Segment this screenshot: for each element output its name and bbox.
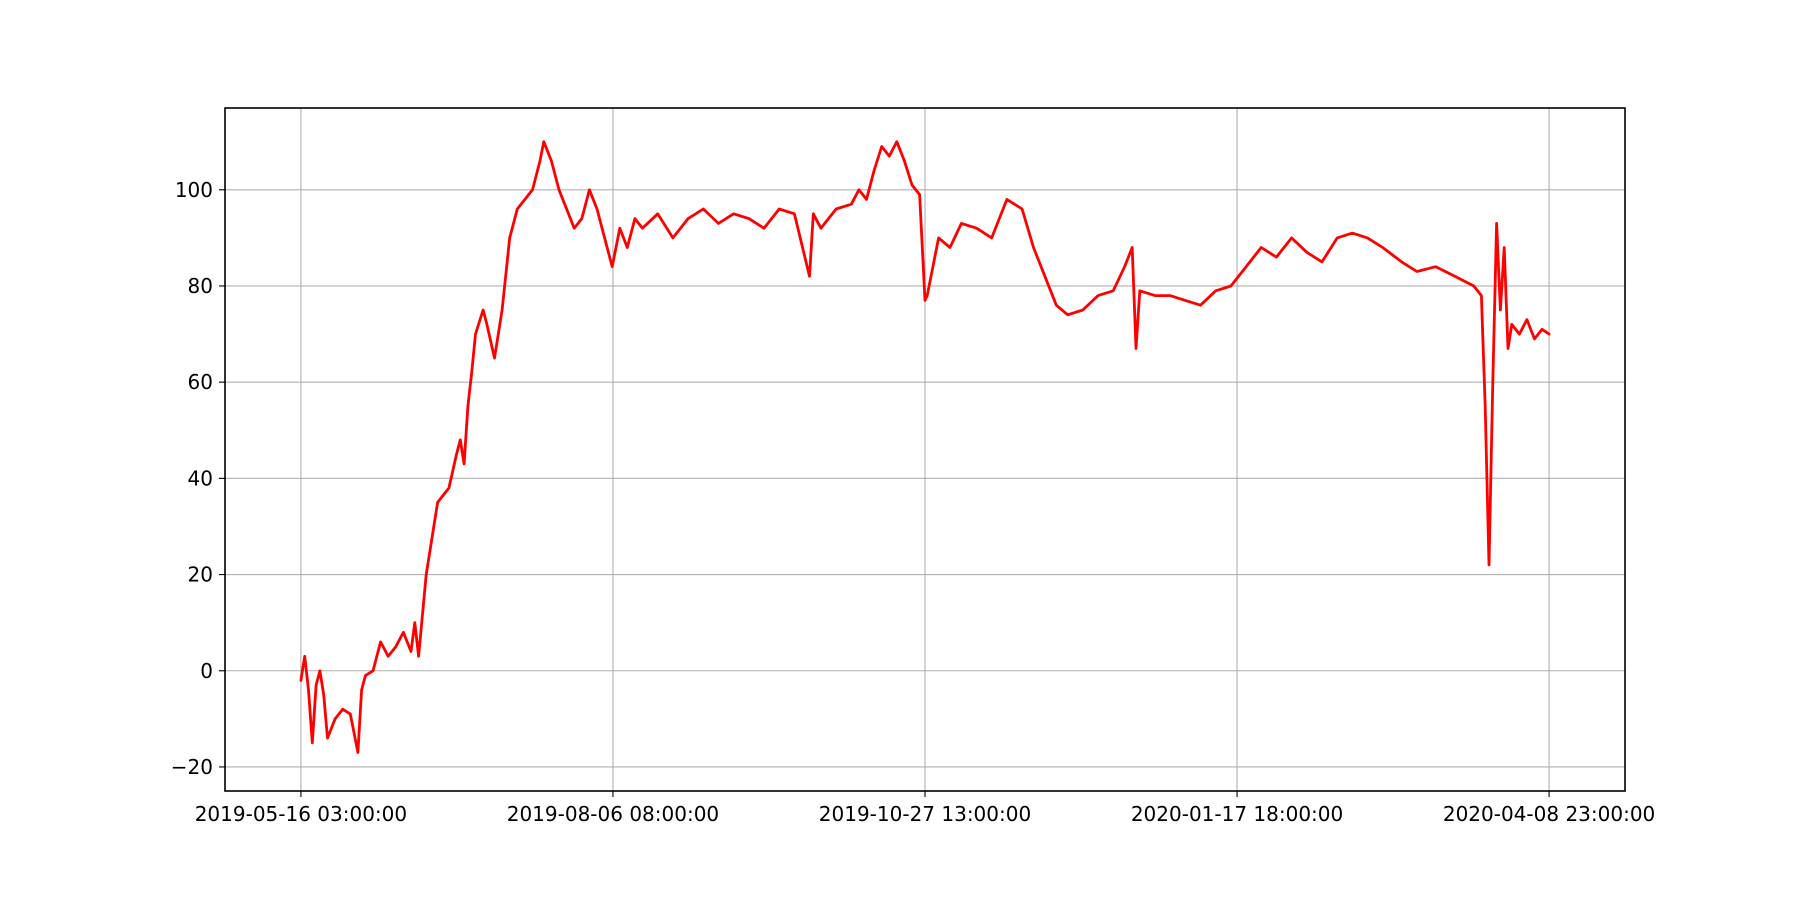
y-tick-label: 0 [200,659,213,683]
tick-layer: −20 0 20 40 60 80 100 2019-05-16 03:00:00 2019-0… [171,178,1656,826]
x-tick-label: 2020-01-17 18:00:00 [1131,802,1343,826]
y-tick-label: 20 [188,563,213,587]
x-tick-label: 2019-08-06 08:00:00 [507,802,719,826]
x-tick-label: 2020-04-08 23:00:00 [1443,802,1655,826]
series-layer [299,140,1551,754]
x-tick-label: 2019-10-27 13:00:00 [819,802,1031,826]
series-line [299,140,1551,754]
y-tick-label: 40 [188,466,213,490]
y-tick-label: −20 [171,755,213,779]
y-tick-label: 100 [175,178,213,202]
grid-layer [225,108,1625,791]
x-tick-label: 2019-05-16 03:00:00 [195,802,407,826]
y-tick-label: 80 [188,274,213,298]
y-tick-label: 60 [188,370,213,394]
